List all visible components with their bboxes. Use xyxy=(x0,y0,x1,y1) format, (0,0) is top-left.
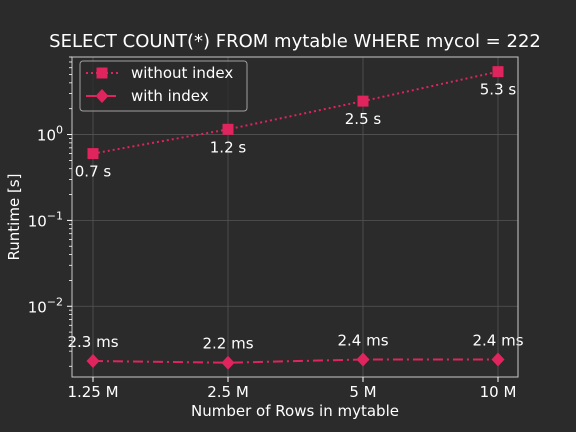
data-label: 2.4 ms xyxy=(337,331,388,349)
data-point xyxy=(356,352,370,367)
data-label: 5.3 s xyxy=(480,81,517,99)
series-line xyxy=(92,70,499,155)
data-point xyxy=(357,95,369,107)
plot-series: 0.7 s1.2 s2.5 s5.3 s2.3 ms 2.2 ms 2.4 ms 2.… xyxy=(67,66,524,370)
legend: without index with index xyxy=(79,60,248,112)
x-tick-label: 10 M xyxy=(480,383,517,401)
data-label: 2.5 s xyxy=(345,110,382,128)
legend-marker xyxy=(95,89,109,103)
chart-title: SELECT COUNT(*) FROM mytable WHERE mycol… xyxy=(49,31,541,52)
data-label: 0.7 s xyxy=(75,163,112,181)
data-point xyxy=(87,148,99,160)
plot-frame xyxy=(71,56,519,378)
data-label: 1.2 s xyxy=(210,138,247,156)
x-tick-label: 1.25 M xyxy=(67,383,118,401)
legend-label: with index xyxy=(131,87,209,105)
y-tick-label: 100 xyxy=(37,124,63,145)
data-point xyxy=(86,354,100,369)
series-2: 2.3 ms 2.2 ms 2.4 ms 2.4 ms xyxy=(67,331,524,370)
y-axis-label: Runtime [s] xyxy=(5,174,23,261)
data-point xyxy=(492,66,504,78)
legend-box xyxy=(79,60,248,112)
x-tick-label: 2.5 M xyxy=(207,383,249,401)
y-tick-label: 10−2 xyxy=(28,295,63,316)
data-label: 2.2 ms xyxy=(202,335,253,353)
data-label: 2.3 ms xyxy=(67,333,118,351)
data-point xyxy=(221,355,235,370)
x-tick-label: 5 M xyxy=(349,383,376,401)
axes: 1.25 M 2.5 M 5 M 10 M 100 10−1 10−2 xyxy=(28,56,517,401)
legend-marker xyxy=(96,67,108,79)
data-point xyxy=(222,123,234,135)
data-point xyxy=(491,352,505,367)
y-tick-label: 10−1 xyxy=(28,209,63,230)
series-line xyxy=(92,358,498,364)
x-axis-label: Number of Rows in mytable xyxy=(191,402,399,420)
series-1: 0.7 s 1.2 s 2.5 s 5.3 s xyxy=(75,66,517,181)
data-label: 2.4 ms xyxy=(472,331,523,349)
legend-label: without index xyxy=(131,64,233,82)
